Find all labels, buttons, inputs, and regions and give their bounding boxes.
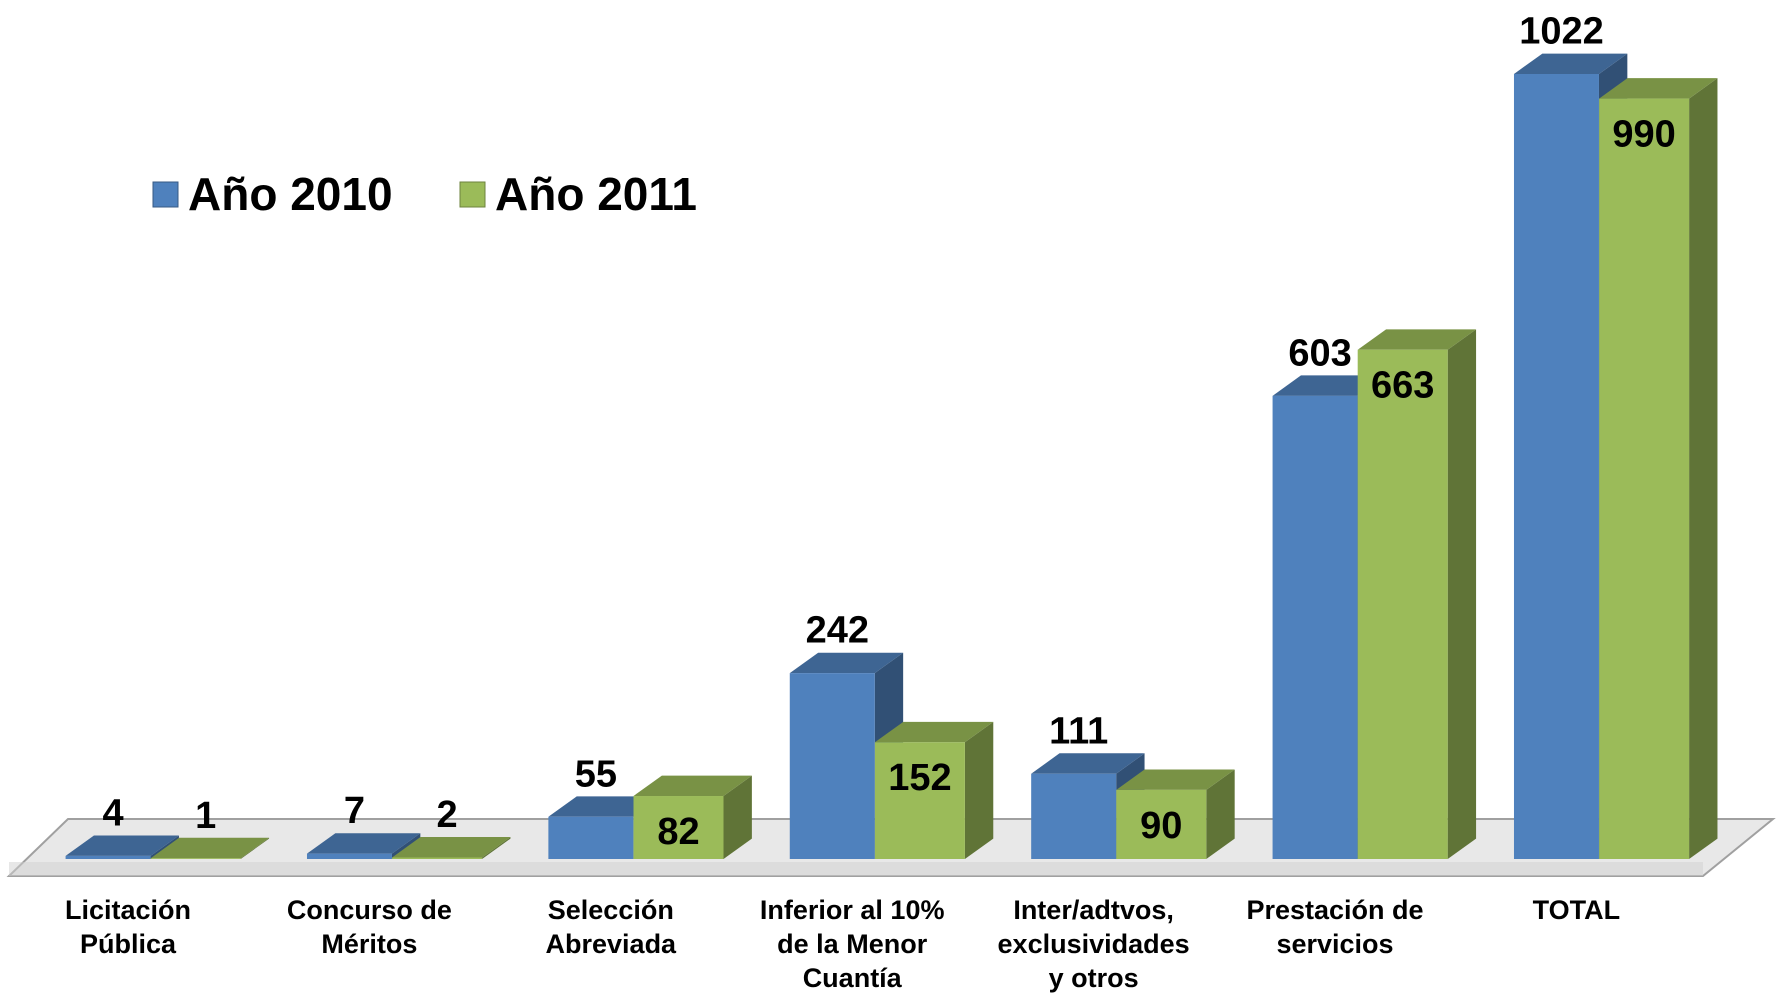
data-label: 111 xyxy=(1049,710,1108,752)
data-label: 2 xyxy=(437,794,458,836)
x-tick-label: TOTAL xyxy=(1533,895,1621,925)
bar-face xyxy=(548,796,662,817)
bar-face xyxy=(65,835,179,856)
data-label: 90 xyxy=(1140,805,1182,847)
bar-face xyxy=(1116,769,1235,790)
bar-face xyxy=(1689,78,1718,860)
bar-face xyxy=(789,673,875,859)
bar-face xyxy=(874,742,965,859)
bar-face xyxy=(1031,753,1145,774)
bar-face xyxy=(1272,375,1386,396)
x-tick-label: Inferior al 10% de la Menor Cuantía xyxy=(760,895,945,993)
bar-face xyxy=(150,837,270,859)
bar-face xyxy=(1116,789,1207,859)
bar-face xyxy=(633,796,724,859)
bar-face xyxy=(150,835,179,859)
bar-face xyxy=(964,721,994,859)
bar xyxy=(392,837,511,859)
legend-label: Año 2011 xyxy=(495,168,697,220)
data-label: 242 xyxy=(806,610,869,652)
x-tick-label: Inter/adtvos, exclusividades y otros xyxy=(998,895,1190,993)
x-tick-label: Concurso de Méritos xyxy=(287,895,452,959)
bar xyxy=(633,775,752,859)
data-label: 1022 xyxy=(1519,11,1604,53)
bar-face xyxy=(306,833,421,854)
x-tick-label: Licitación Pública xyxy=(65,895,191,959)
bar-face xyxy=(1206,769,1235,859)
bar-face xyxy=(1272,395,1358,859)
bar xyxy=(1599,78,1718,860)
bar-face xyxy=(150,858,241,859)
bar-face xyxy=(1513,53,1628,74)
data-label: 55 xyxy=(575,753,617,795)
floor-edge xyxy=(9,862,1703,876)
bar-face xyxy=(1513,74,1599,859)
bar-face xyxy=(392,837,511,858)
bar xyxy=(1357,329,1477,859)
bar-face xyxy=(633,775,752,797)
bar xyxy=(65,835,179,859)
bar-face xyxy=(1357,349,1448,859)
bar-face xyxy=(65,855,151,859)
legend-label: Año 2010 xyxy=(188,168,393,220)
data-label: 4 xyxy=(103,792,124,834)
bar-face xyxy=(392,857,483,859)
bar-face xyxy=(789,652,904,674)
data-label: 990 xyxy=(1612,114,1675,156)
bar-face xyxy=(1031,773,1117,859)
bar-face xyxy=(1447,329,1477,859)
data-label: 152 xyxy=(888,757,951,799)
bar-face xyxy=(548,816,634,859)
bar xyxy=(874,721,994,859)
bar-face xyxy=(240,837,270,859)
bar-face xyxy=(723,775,752,859)
data-label: 82 xyxy=(657,811,699,853)
x-tick-label: Prestación de servicios xyxy=(1246,895,1423,959)
bar xyxy=(150,837,270,859)
x-tick-label: Selección Abreviada xyxy=(546,895,678,959)
data-label: 603 xyxy=(1288,332,1351,374)
data-label: 1 xyxy=(195,795,216,837)
data-label: 663 xyxy=(1371,365,1434,407)
bar-face xyxy=(874,721,994,743)
bar-face xyxy=(1599,98,1690,860)
data-label: 7 xyxy=(344,790,365,832)
bar xyxy=(1116,769,1235,859)
legend-swatch xyxy=(152,181,179,208)
legend-swatch xyxy=(459,181,486,208)
bar-face xyxy=(482,837,511,859)
bar-face xyxy=(1357,329,1477,350)
bar-face xyxy=(1599,78,1718,99)
bar-face xyxy=(306,853,392,859)
